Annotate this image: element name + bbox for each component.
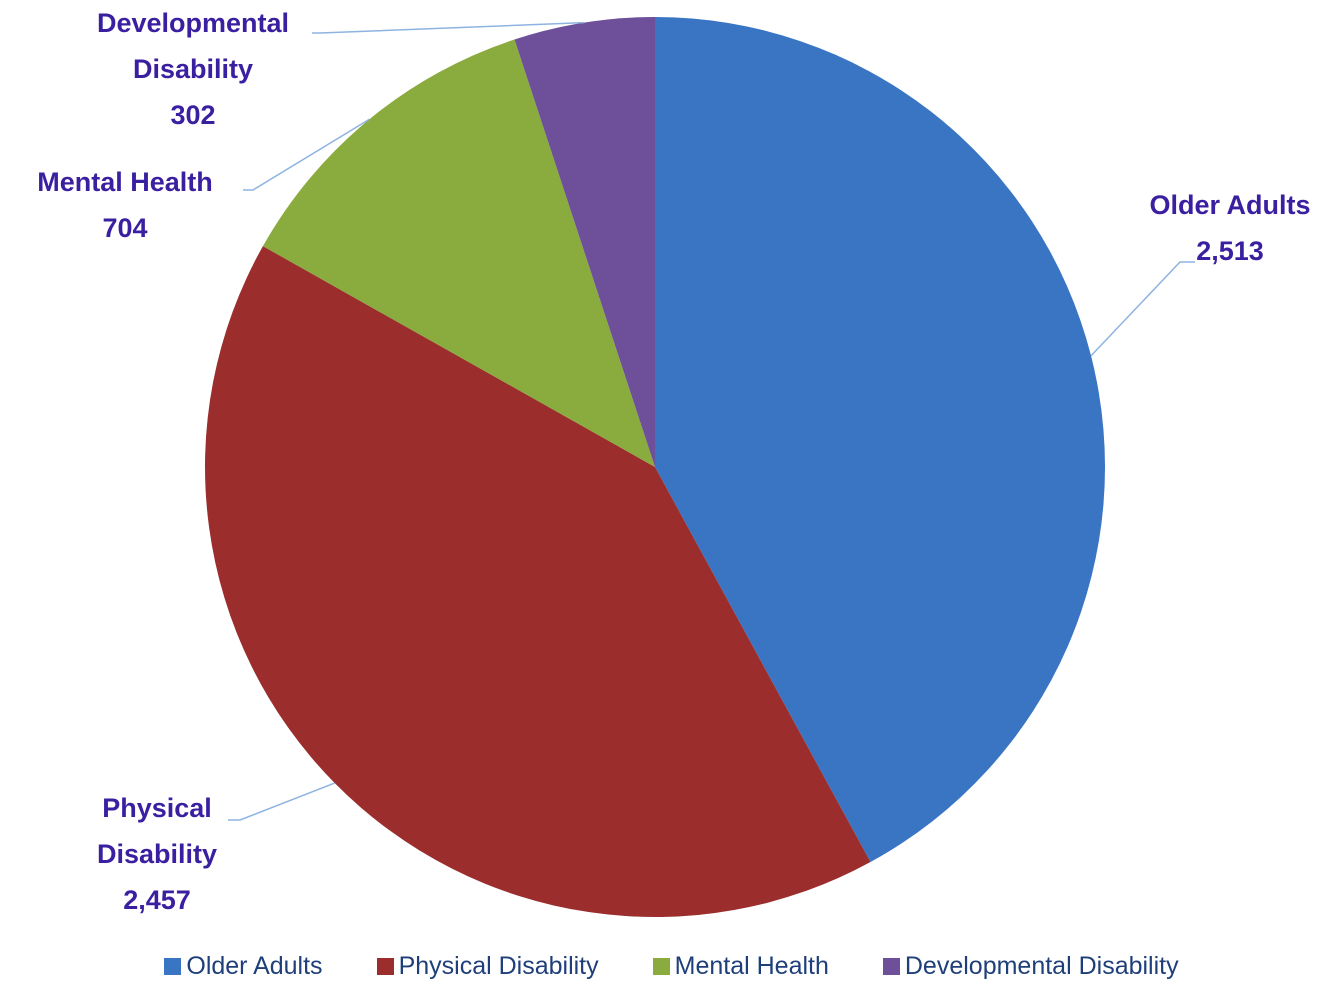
legend-label: Developmental Disability [904, 952, 1179, 980]
pie-slice [514, 17, 655, 467]
leader-line [228, 782, 335, 821]
legend-item: Physical Disability [376, 952, 599, 981]
data-label: Developmental Disability 302 [73, 0, 313, 138]
legend-item: Older Adults [164, 952, 323, 981]
legend-swatch [882, 958, 900, 975]
data-label: Older Adults 2,513 [1120, 182, 1340, 274]
pie-slice [262, 39, 655, 468]
legend: Older Adults Physical Disability Mental He… [0, 952, 1343, 981]
data-label-value: 2,457 [123, 885, 191, 915]
legend-swatch [376, 958, 394, 975]
pie-slice [204, 246, 871, 918]
legend-label: Older Adults [186, 952, 323, 980]
pie-slice [655, 17, 1106, 863]
data-label: Mental Health 704 [5, 159, 245, 251]
data-label-value: 2,513 [1196, 236, 1264, 266]
legend-swatch [164, 958, 182, 975]
data-label-name: Physical Disability [96, 793, 218, 869]
data-label-value: 302 [170, 100, 216, 130]
data-label: Physical Disability 2,457 [57, 785, 257, 923]
legend-swatch [652, 958, 670, 975]
legend-label: Mental Health [674, 952, 829, 980]
data-label-value: 704 [102, 213, 148, 243]
legend-item: Developmental Disability [882, 952, 1179, 981]
data-label-name: Older Adults [1149, 190, 1311, 220]
legend-label: Physical Disability [398, 952, 599, 980]
data-label-name: Mental Health [37, 167, 213, 197]
data-label-name: Developmental Disability [96, 8, 290, 84]
leader-line [1090, 261, 1195, 357]
leader-line [312, 21, 584, 34]
legend-item: Mental Health [652, 952, 829, 981]
leader-line [243, 118, 370, 191]
